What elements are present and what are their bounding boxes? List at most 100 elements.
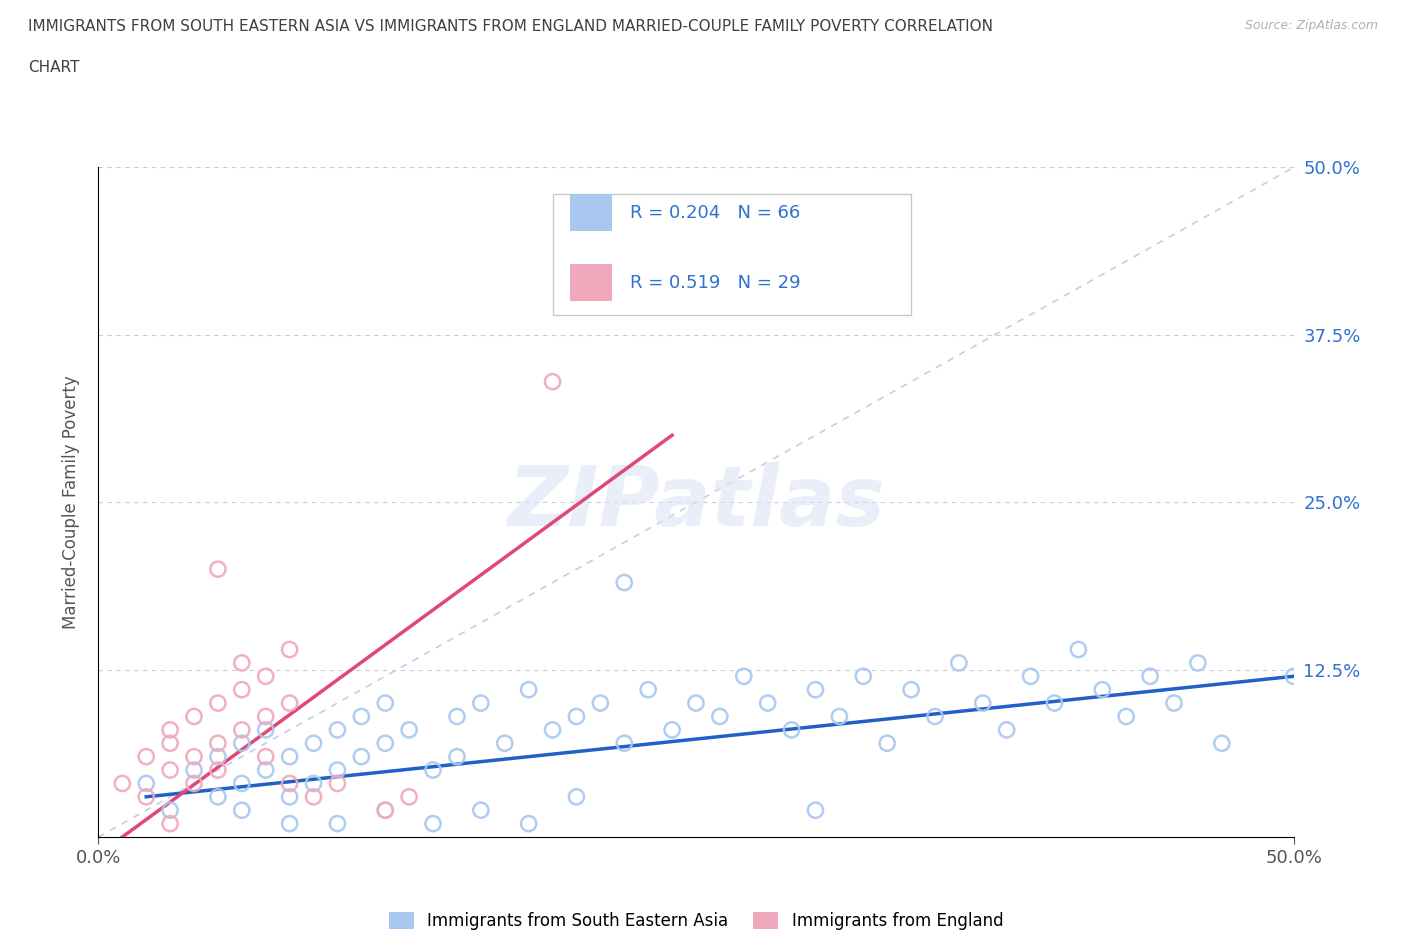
Point [1067,642,1090,657]
Legend: Immigrants from South Eastern Asia, Immigrants from England: Immigrants from South Eastern Asia, Immi… [382,906,1010,930]
Point [231,776,253,790]
Point [183,776,205,790]
Point [207,736,229,751]
Point [159,803,181,817]
Point [207,696,229,711]
Point [1163,696,1185,711]
Point [756,696,779,711]
Bar [571,194,613,231]
Text: IMMIGRANTS FROM SOUTH EASTERN ASIA VS IMMIGRANTS FROM ENGLAND MARRIED-COUPLE FAM: IMMIGRANTS FROM SOUTH EASTERN ASIA VS IM… [28,19,993,33]
Point [446,709,468,724]
Point [948,656,970,671]
Point [278,790,301,804]
Point [972,696,994,711]
Point [254,669,277,684]
Point [398,723,420,737]
Point [254,763,277,777]
Point [350,709,373,724]
Point [302,736,325,751]
FancyBboxPatch shape [553,194,911,314]
Point [278,696,301,711]
Point [159,736,181,751]
Point [183,763,205,777]
Point [278,642,301,657]
Point [1139,669,1161,684]
Text: ZIPatlas: ZIPatlas [508,461,884,543]
Point [231,656,253,671]
Text: R = 0.519   N = 29: R = 0.519 N = 29 [630,274,801,292]
Point [685,696,707,711]
Point [541,723,564,737]
Point [1091,683,1114,698]
Point [302,790,325,804]
Point [254,709,277,724]
Point [374,803,396,817]
Point [470,803,492,817]
Point [231,723,253,737]
Point [924,709,946,724]
Point [254,723,277,737]
Point [398,790,420,804]
Point [207,562,229,577]
Point [517,817,540,831]
Text: R = 0.204   N = 66: R = 0.204 N = 66 [630,204,800,221]
Point [159,723,181,737]
Point [207,790,229,804]
Point [422,763,444,777]
Point [613,575,636,590]
Point [207,750,229,764]
Point [661,267,683,282]
Point [207,763,229,777]
Point [733,669,755,684]
Point [613,736,636,751]
Point [876,736,898,751]
Point [135,790,157,804]
Point [1043,696,1066,711]
Point [278,776,301,790]
Point [661,723,683,737]
Point [637,683,659,698]
Point [183,750,205,764]
Point [780,723,803,737]
Text: CHART: CHART [28,60,80,75]
Point [1211,736,1233,751]
Y-axis label: Married-Couple Family Poverty: Married-Couple Family Poverty [62,376,80,629]
Point [159,763,181,777]
Point [565,790,588,804]
Point [350,750,373,764]
Point [159,817,181,831]
Point [326,776,349,790]
Point [1019,669,1042,684]
Point [494,736,516,751]
Point [302,776,325,790]
Point [804,683,827,698]
Point [422,817,444,831]
Point [374,696,396,711]
Point [254,750,277,764]
Bar [571,264,613,301]
Point [231,803,253,817]
Text: Source: ZipAtlas.com: Source: ZipAtlas.com [1244,19,1378,32]
Point [1282,669,1305,684]
Point [231,683,253,698]
Point [589,696,612,711]
Point [709,709,731,724]
Point [804,803,827,817]
Point [374,803,396,817]
Point [183,709,205,724]
Point [278,750,301,764]
Point [852,669,875,684]
Point [326,763,349,777]
Point [1115,709,1137,724]
Point [565,709,588,724]
Point [446,750,468,764]
Point [517,683,540,698]
Point [135,750,157,764]
Point [470,696,492,711]
Point [111,776,134,790]
Point [541,374,564,389]
Point [326,817,349,831]
Point [278,817,301,831]
Point [900,683,922,698]
Point [828,709,851,724]
